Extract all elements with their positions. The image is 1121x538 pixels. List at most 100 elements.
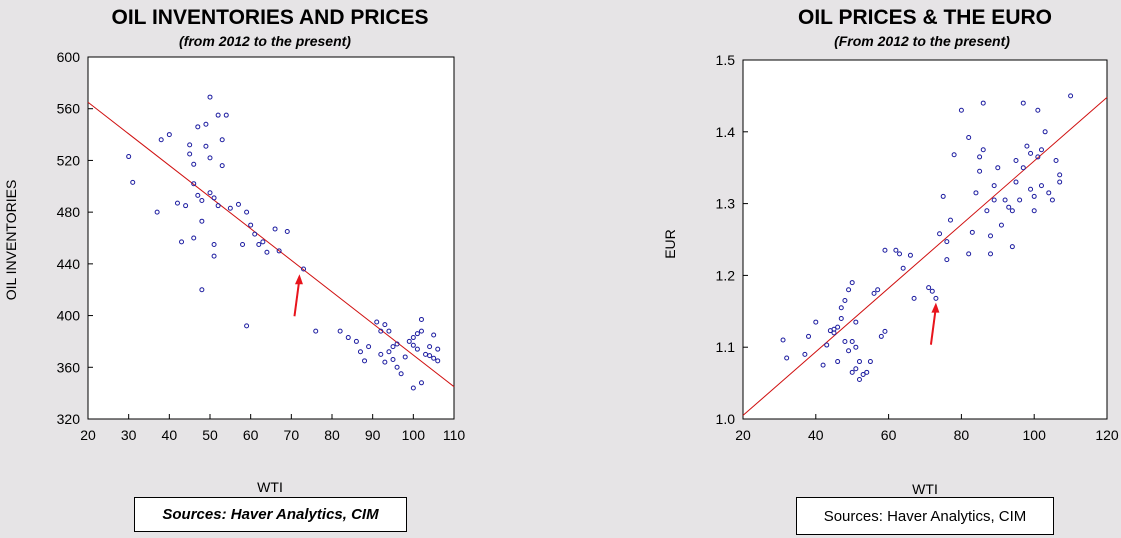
x-tick-label: 100 xyxy=(402,427,426,443)
data-point xyxy=(410,385,416,391)
data-point xyxy=(402,354,408,360)
data-point xyxy=(1024,143,1030,149)
chart-title: OIL PRICES & THE EURO xyxy=(798,6,1052,29)
x-tick-label: 100 xyxy=(1023,427,1047,443)
chart-oil-inventories: OIL INVENTORIES AND PRICES (from 2012 to… xyxy=(3,6,465,495)
data-point xyxy=(980,100,986,106)
data-point xyxy=(907,252,913,258)
data-point xyxy=(1009,244,1015,250)
data-point xyxy=(272,226,278,232)
data-point xyxy=(842,338,848,344)
data-point xyxy=(897,251,903,257)
data-point xyxy=(195,124,201,130)
y-axis-label: OIL INVENTORIES xyxy=(3,180,19,301)
data-point xyxy=(244,209,250,215)
data-point xyxy=(418,380,424,386)
data-point xyxy=(849,338,855,344)
regression-line xyxy=(742,96,1108,416)
data-point xyxy=(980,147,986,153)
red-arrow-annotation xyxy=(293,274,303,317)
data-point xyxy=(1038,183,1044,189)
data-point xyxy=(240,241,246,247)
x-tick-label: 40 xyxy=(808,427,824,443)
data-point xyxy=(382,322,388,328)
data-point xyxy=(158,137,164,143)
data-point xyxy=(382,359,388,365)
data-point xyxy=(1031,208,1037,214)
data-point xyxy=(435,346,441,352)
data-point xyxy=(1053,158,1059,164)
x-tick-label: 90 xyxy=(365,427,381,443)
data-point xyxy=(398,371,404,377)
y-tick-label: 1.1 xyxy=(716,339,736,355)
data-point xyxy=(937,231,943,237)
data-point xyxy=(227,205,233,211)
data-point xyxy=(199,218,205,224)
data-point xyxy=(831,330,837,336)
data-point xyxy=(1031,193,1037,199)
data-point xyxy=(215,112,221,118)
data-point xyxy=(154,209,160,215)
data-point xyxy=(276,248,282,254)
data-point xyxy=(984,208,990,214)
data-point xyxy=(394,364,400,370)
x-tick-label: 50 xyxy=(202,427,218,443)
y-tick-label: 1.4 xyxy=(716,124,736,140)
y-tick-label: 600 xyxy=(57,49,81,65)
y-tick-label: 520 xyxy=(57,152,81,168)
data-point xyxy=(410,335,416,341)
data-point xyxy=(882,328,888,334)
data-point xyxy=(215,203,221,209)
data-point xyxy=(166,132,172,138)
data-point xyxy=(933,295,939,301)
data-point xyxy=(1020,100,1026,106)
data-point xyxy=(207,155,213,161)
data-point xyxy=(813,319,819,325)
data-point xyxy=(435,358,441,364)
data-point xyxy=(174,200,180,206)
x-tick-label: 60 xyxy=(881,427,897,443)
data-point xyxy=(966,251,972,257)
data-point xyxy=(875,287,881,293)
x-tick-label: 80 xyxy=(324,427,340,443)
data-point xyxy=(1028,186,1034,192)
x-tick-label: 70 xyxy=(284,427,300,443)
data-point xyxy=(203,143,209,149)
data-point xyxy=(780,337,786,343)
data-point xyxy=(260,239,266,245)
data-point xyxy=(410,342,416,348)
data-point xyxy=(207,190,213,196)
data-point xyxy=(1017,197,1023,203)
data-point xyxy=(187,142,193,148)
data-point xyxy=(187,151,193,157)
data-point xyxy=(991,183,997,189)
data-point xyxy=(824,342,830,348)
data-point xyxy=(284,229,290,235)
data-point xyxy=(191,161,197,167)
data-point xyxy=(378,328,384,334)
data-point xyxy=(864,369,870,375)
x-tick-label: 110 xyxy=(443,427,466,443)
data-point xyxy=(1006,204,1012,210)
data-point xyxy=(235,201,241,207)
data-point xyxy=(991,197,997,203)
data-point xyxy=(207,94,213,100)
data-point xyxy=(842,298,848,304)
y-axis-label: EUR xyxy=(662,229,678,259)
data-point xyxy=(846,287,852,293)
data-point xyxy=(191,235,197,241)
y-tick-label: 1.2 xyxy=(716,267,736,283)
data-point xyxy=(1013,158,1019,164)
y-tick-label: 440 xyxy=(57,256,81,272)
data-point xyxy=(219,163,225,169)
data-point xyxy=(958,107,964,113)
red-arrow-annotation xyxy=(929,302,940,345)
data-point xyxy=(988,251,994,257)
data-point xyxy=(256,241,262,247)
x-tick-label: 40 xyxy=(162,427,178,443)
data-point xyxy=(219,137,225,143)
data-point xyxy=(882,247,888,253)
data-point xyxy=(252,231,258,237)
data-point xyxy=(849,369,855,375)
data-point xyxy=(977,168,983,174)
